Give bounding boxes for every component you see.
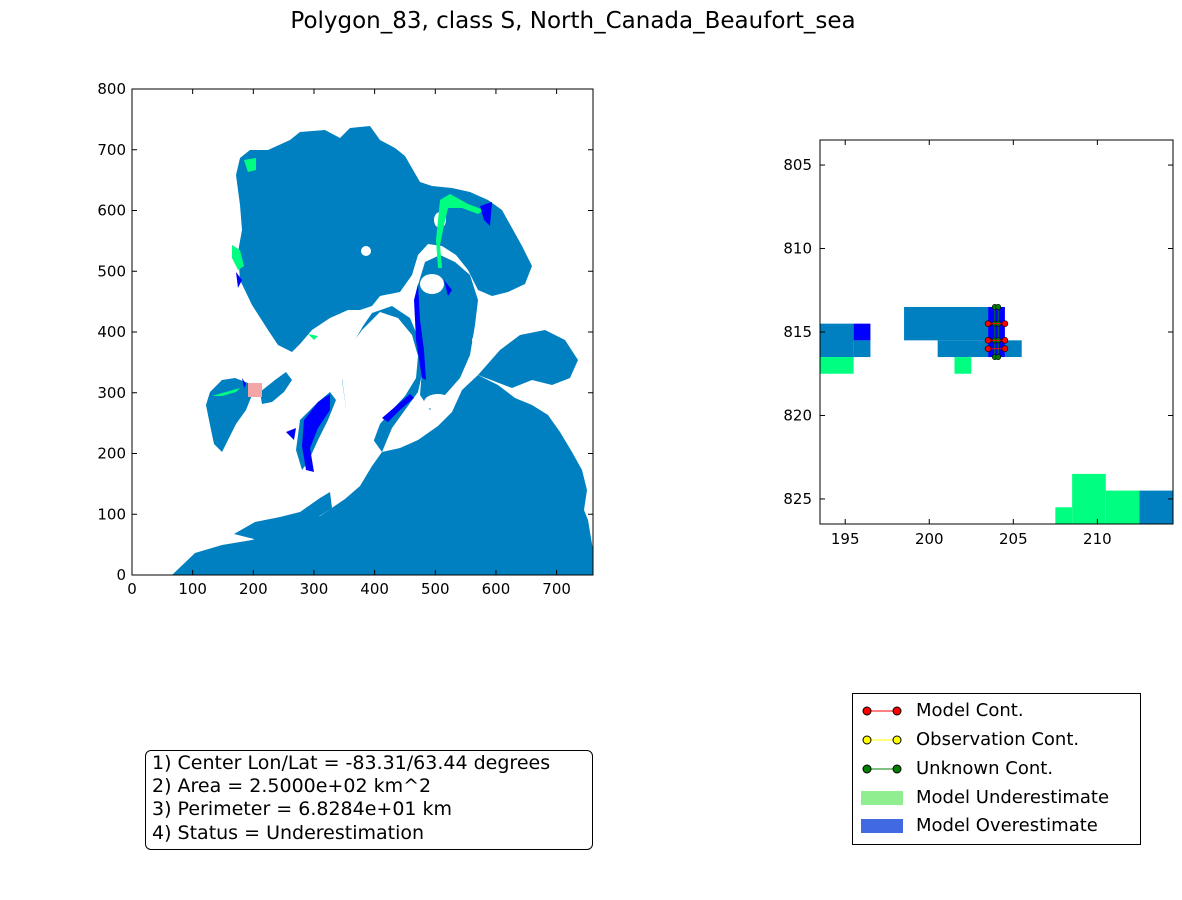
figure-title: Polygon_83, class S, North_Canada_Beaufo… (290, 8, 855, 34)
cell-underestimate (1105, 490, 1140, 524)
zoom-y-axis: 805 810 815 820 825 (783, 156, 1173, 508)
x-tick-label: 210 (1083, 530, 1112, 548)
zoom-map-contours (984, 304, 1009, 360)
y-tick-label: 400 (97, 323, 126, 341)
polygon-info-box: 1) Center Lon/Lat = -83.31/63.44 degrees… (145, 750, 593, 850)
model-contour-point (1001, 320, 1009, 327)
y-tick-label: 815 (783, 323, 812, 341)
y-tick-label: 600 (97, 202, 126, 220)
x-tick-label: 300 (300, 580, 329, 598)
model-cont-swatch (862, 706, 902, 716)
legend-item-model-cont: Model Cont. (853, 698, 1140, 724)
x-tick-label: 600 (482, 580, 511, 598)
legend-label: Model Underestimate (916, 787, 1110, 808)
x-tick-label: 0 (127, 580, 137, 598)
model-contour-point (984, 320, 992, 327)
legend-item-model-overestimate: Model Overestimate (853, 813, 1140, 839)
legend-label: Model Overestimate (916, 815, 1098, 836)
x-tick-label: 200 (239, 580, 268, 598)
x-tick-label: 200 (915, 530, 944, 548)
polygon-location-marker (248, 383, 262, 397)
y-tick-label: 0 (116, 566, 126, 584)
y-tick-label: 800 (97, 80, 126, 98)
info-perimeter: 3) Perimeter = 6.8284e+01 km (152, 798, 453, 821)
legend-label: Observation Cont. (916, 729, 1080, 750)
overview-map: 0 100 200 300 400 500 600 700 0 100 200 300 400 500 6… (97, 80, 594, 598)
unknown-contour-point (995, 304, 1002, 310)
unknown-cont-swatch (862, 764, 902, 774)
x-tick-label: 700 (542, 580, 571, 598)
y-tick-label: 200 (97, 445, 126, 463)
cell-ocean (1139, 490, 1173, 524)
legend: Model Cont. Observation Cont. Unknown Co… (852, 693, 1141, 845)
y-tick-label: 820 (783, 406, 812, 424)
overestimate-swatch (861, 819, 903, 833)
x-tick-label: 205 (999, 530, 1028, 548)
legend-item-unknown-cont: Unknown Cont. (853, 756, 1140, 782)
cell-ocean (904, 306, 989, 341)
info-area: 2) Area = 2.5000e+02 km^2 (152, 775, 432, 798)
overview-y-axis: 0 100 200 300 400 500 600 700 800 (97, 80, 593, 584)
unknown-contour-point (995, 354, 1002, 360)
cell-overestimate (853, 323, 871, 341)
y-tick-label: 805 (783, 156, 812, 174)
y-tick-label: 825 (783, 490, 812, 508)
cell-ocean (1004, 340, 1022, 358)
model-contour-point (984, 337, 992, 344)
legend-item-model-underestimate: Model Underestimate (853, 785, 1140, 811)
cell-ocean (853, 340, 871, 358)
x-tick-label: 500 (421, 580, 450, 598)
y-tick-label: 100 (97, 505, 126, 523)
cell-ocean (820, 323, 854, 358)
cell-underestimate (954, 357, 972, 374)
cell-underestimate (820, 357, 854, 374)
info-status: 4) Status = Underestimation (152, 821, 425, 844)
y-tick-label: 300 (97, 384, 126, 402)
x-tick-label: 195 (831, 530, 860, 548)
info-center: 1) Center Lon/Lat = -83.31/63.44 degrees (152, 752, 551, 774)
legend-item-observation-cont: Observation Cont. (853, 727, 1140, 753)
x-tick-label: 100 (178, 580, 207, 598)
y-tick-label: 700 (97, 141, 126, 159)
cell-overestimate (988, 306, 1005, 358)
legend-label: Unknown Cont. (916, 758, 1054, 779)
legend-label: Model Cont. (916, 700, 1024, 721)
overview-map-differences (212, 158, 492, 472)
overview-map-land (342, 212, 539, 452)
overview-x-axis: 0 100 200 300 400 500 600 700 (127, 89, 571, 598)
observation-cont-swatch (862, 735, 902, 745)
cell-underestimate (1055, 507, 1073, 524)
model-contour-point (1001, 345, 1009, 352)
model-contour-point (984, 345, 992, 352)
y-tick-label: 500 (97, 262, 126, 280)
cell-underestimate (1072, 473, 1106, 524)
y-tick-label: 810 (783, 240, 812, 258)
zoom-map-cells (820, 306, 1173, 524)
x-tick-label: 400 (360, 580, 389, 598)
cell-ocean (937, 340, 989, 358)
model-contour-point (1001, 337, 1009, 344)
zoom-map: 195 200 205 210 805 810 815 820 825 (783, 139, 1174, 548)
underestimate-swatch (861, 791, 903, 805)
zoom-x-axis: 195 200 205 210 (831, 140, 1112, 548)
